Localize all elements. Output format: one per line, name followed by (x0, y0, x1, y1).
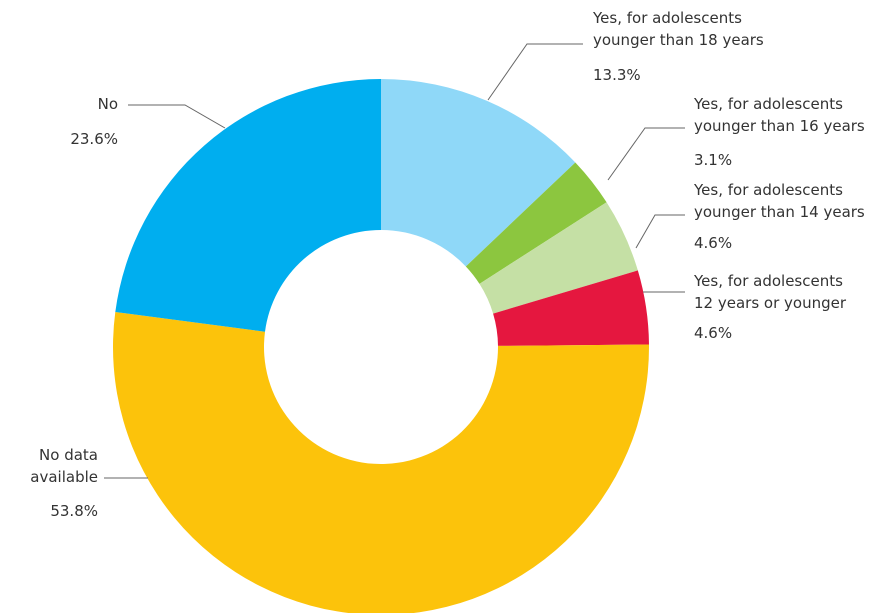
value-label: 4.6% (694, 324, 733, 342)
donut-slice (381, 79, 576, 267)
value-label: 4.6% (694, 234, 733, 252)
slice-label: Yes, for adolescents 12 years or younger (694, 272, 846, 312)
slice-label: Yes, for adolescents younger than 16 yea… (694, 95, 865, 135)
slice-label: No (97, 95, 118, 113)
donut-slice (115, 78, 382, 332)
slice-label: No data available (30, 446, 98, 486)
slice-label: Yes, for adolescents younger than 14 yea… (694, 181, 865, 221)
leader-line (607, 127, 685, 181)
leader-line (635, 214, 685, 249)
donut-slice (113, 311, 649, 613)
donut-slice (479, 202, 638, 314)
leader-line (487, 43, 583, 101)
donut-slice (493, 270, 649, 346)
value-label: 13.3% (593, 66, 641, 84)
value-label: 23.6% (70, 130, 118, 148)
leader-line (128, 104, 226, 129)
slice-label: Yes, for adolescents younger than 18 yea… (593, 9, 764, 49)
value-label: 3.1% (694, 151, 733, 169)
donut-slice (465, 162, 607, 284)
value-label: 53.8% (50, 502, 98, 520)
